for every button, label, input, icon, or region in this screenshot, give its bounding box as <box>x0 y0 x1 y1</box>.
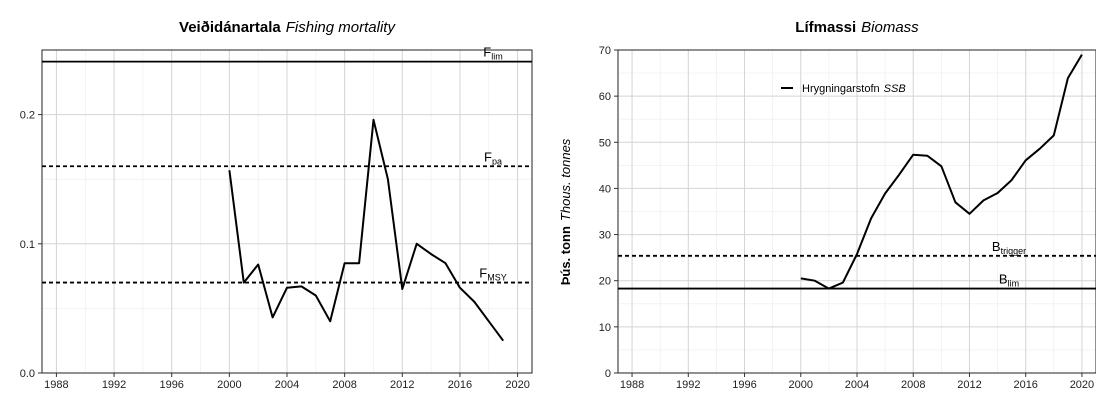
reference-label: FMSY <box>479 266 506 283</box>
chart-title: Veiðidánartala Fishing mortality <box>179 19 396 36</box>
x-tick-label: 2016 <box>1013 379 1037 391</box>
y-tick-label: 0.1 <box>20 239 35 251</box>
y-axis-label-main: Þús. tonn <box>558 226 573 285</box>
reference-label-main: B <box>999 272 1008 287</box>
reference-label: Fpa <box>484 149 502 166</box>
chart-title: Lífmassi Biomass <box>795 19 919 36</box>
y-tick-label: 40 <box>599 183 611 195</box>
x-tick-label: 2004 <box>275 379 299 391</box>
x-tick-label: 2016 <box>448 379 472 391</box>
chart-title-english: Fishing mortality <box>286 19 397 36</box>
x-tick-label: 1996 <box>159 379 183 391</box>
y-tick-label: 0.2 <box>20 110 35 122</box>
reference-label-main: B <box>992 239 1001 254</box>
legend-label: Hrygningarstofn SSB <box>802 83 906 95</box>
x-tick-label: 2000 <box>217 379 241 391</box>
legend-label-english: SSB <box>884 83 906 95</box>
reference-label-subscript: trigger <box>1001 246 1027 256</box>
x-tick-label: 1996 <box>732 379 756 391</box>
x-tick-label: 2020 <box>505 379 529 391</box>
y-tick-label: 0 <box>605 368 611 380</box>
reference-label-subscript: pa <box>492 156 502 166</box>
x-tick-label: 2008 <box>332 379 356 391</box>
x-tick-label: 1992 <box>102 379 126 391</box>
y-tick-label: 70 <box>599 45 611 57</box>
y-tick-label: 20 <box>599 276 611 288</box>
chart-title-main: Lífmassi <box>795 19 856 36</box>
x-tick-label: 2020 <box>1070 379 1094 391</box>
reference-label-subscript: lim <box>1008 279 1020 289</box>
reference-label-subscript: lim <box>491 52 503 62</box>
reference-label-main: F <box>484 149 492 164</box>
legend: Hrygningarstofn SSB <box>781 83 906 95</box>
y-tick-label: 50 <box>599 137 611 149</box>
reference-label: Flim <box>483 45 502 62</box>
y-tick-label: 0.0 <box>20 368 35 380</box>
reference-label: Btrigger <box>992 239 1026 256</box>
x-tick-label: 2012 <box>957 379 981 391</box>
legend-label-main: Hrygningarstofn <box>802 83 880 95</box>
x-tick-label: 2012 <box>390 379 414 391</box>
reference-label: Blim <box>999 272 1019 289</box>
series-line <box>800 54 1083 290</box>
chart-title-main: Veiðidánartala <box>179 19 281 36</box>
fishing-mortality-chart: Veiðidánartala Fishing mortality 1988 1992 1… <box>20 19 533 391</box>
y-axis-label: Þús. tonn Thous. tonnes <box>558 138 573 285</box>
x-tick-label: 2004 <box>845 379 869 391</box>
x-tick-label: 1988 <box>44 379 68 391</box>
series-line <box>228 118 505 342</box>
x-tick-label: 2008 <box>901 379 925 391</box>
y-tick-label: 10 <box>599 322 611 334</box>
x-tick-label: 1992 <box>676 379 700 391</box>
chart-title-english: Biomass <box>861 19 919 36</box>
x-tick-label: 1988 <box>620 379 644 391</box>
reference-label-main: F <box>483 45 491 60</box>
x-tick-label: 2000 <box>789 379 813 391</box>
reference-label-main: F <box>479 266 487 281</box>
y-axis-label-english: Thous. tonnes <box>558 138 573 221</box>
y-tick-label: 60 <box>599 91 611 103</box>
reference-label-subscript: MSY <box>487 273 507 283</box>
biomass-chart: Lífmassi Biomass 1988 1992 1996 2000 2004 2008 2… <box>558 19 1096 391</box>
y-tick-label: 30 <box>599 230 611 242</box>
